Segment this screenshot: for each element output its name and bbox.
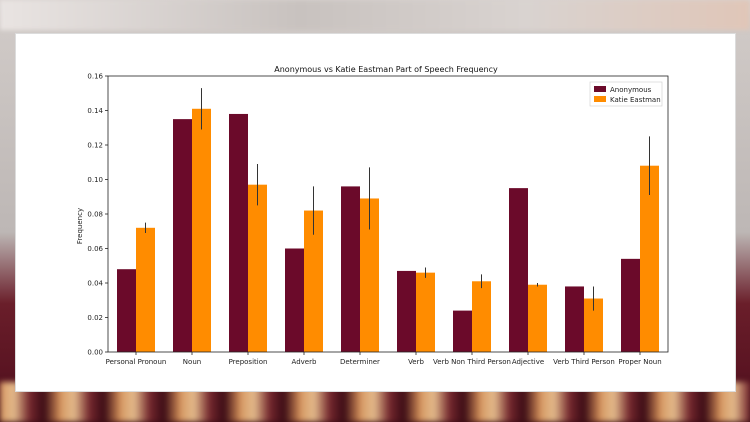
y-tick-label: 0.02 <box>87 314 103 322</box>
bar-katie-eastman <box>192 108 211 353</box>
bar-anonymous <box>285 248 304 352</box>
x-tick-label: Adjective <box>512 358 544 366</box>
y-tick-label: 0.08 <box>87 211 103 219</box>
x-tick-label: Determiner <box>340 358 380 366</box>
legend-label: Katie Eastman <box>610 96 661 104</box>
bar-katie-eastman <box>640 165 659 352</box>
bar-katie-eastman <box>136 227 155 352</box>
legend-swatch <box>594 86 606 92</box>
x-tick-label: Preposition <box>229 358 268 366</box>
bar-anonymous <box>117 269 136 352</box>
legend-label: Anonymous <box>610 86 652 94</box>
y-tick-label: 0.14 <box>87 107 103 115</box>
bar-katie-eastman <box>416 272 435 352</box>
bar-anonymous <box>341 186 360 352</box>
bar-anonymous <box>173 119 192 352</box>
y-tick-label: 0.12 <box>87 142 103 150</box>
y-tick-label: 0.06 <box>87 245 103 253</box>
bar-katie-eastman <box>528 284 547 352</box>
background-top-blur <box>0 0 750 30</box>
x-tick-label: Verb <box>408 358 424 366</box>
chart-title: Anonymous vs Katie Eastman Part of Speec… <box>274 65 498 74</box>
x-tick-label: Adverb <box>292 358 317 366</box>
y-tick-label: 0.16 <box>87 73 103 81</box>
x-axis-ticks: Personal Pronoun Noun Preposition Adverb Det… <box>106 352 662 366</box>
bar-katie-eastman <box>248 184 267 352</box>
plot-frame <box>107 75 669 353</box>
x-tick-label: Noun <box>183 358 201 366</box>
bar-katie-eastman <box>304 210 323 352</box>
x-tick-label: Personal Pronoun <box>106 358 167 366</box>
legend: Anonymous Katie Eastman <box>589 81 663 107</box>
y-tick-label: 0.10 <box>87 176 103 184</box>
y-tick-label: 0.00 <box>87 349 103 357</box>
bar-katie-eastman <box>472 281 491 352</box>
x-tick-label: Verb Non Third Person <box>433 358 511 366</box>
x-tick-label: Verb Third Person <box>553 358 615 366</box>
bar-katie-eastman <box>584 298 603 352</box>
bar-anonymous <box>453 310 472 352</box>
bar-anonymous <box>509 188 528 352</box>
x-tick-label: Proper Noun <box>618 358 661 366</box>
bars-group <box>117 88 659 353</box>
chart-card: Anonymous vs Katie Eastman Part of Speec… <box>15 33 736 392</box>
y-axis-ticks: 0.00 0.02 0.04 0.06 0.08 0.10 0.12 0.14 0.16 <box>87 73 108 357</box>
bar-katie-eastman <box>360 198 379 352</box>
bar-chart: Anonymous vs Katie Eastman Part of Speec… <box>76 65 669 366</box>
bar-anonymous <box>565 286 584 352</box>
legend-swatch <box>594 96 606 102</box>
bar-anonymous <box>621 258 640 352</box>
bar-anonymous <box>229 113 248 352</box>
bar-anonymous <box>397 270 416 352</box>
y-axis-label: Frequency <box>76 208 84 244</box>
y-tick-label: 0.04 <box>87 280 103 288</box>
